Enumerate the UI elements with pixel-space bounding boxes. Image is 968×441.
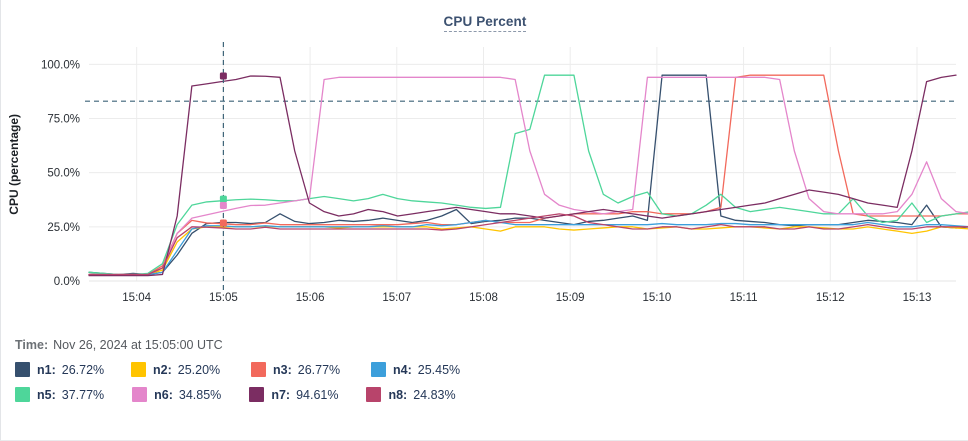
legend-series-name-n7: n7: bbox=[271, 387, 291, 402]
legend-series-name-n2: n2: bbox=[153, 362, 172, 377]
legend-series-name-n1: n1: bbox=[37, 362, 56, 377]
legend-series-name-n4: n4: bbox=[393, 362, 412, 377]
tooltip-readout: Time: Nov 26, 2024 at 15:05:00 UTC n1: 26.… bbox=[15, 338, 963, 411]
x-tick-label: 15:08 bbox=[469, 292, 498, 304]
legend-swatch-n1 bbox=[15, 362, 30, 377]
legend-item-n3[interactable]: n3: 26.77% bbox=[251, 361, 351, 378]
legend-swatch-n2 bbox=[131, 362, 146, 377]
time-label: Time: bbox=[15, 338, 49, 352]
legend-series-value-n2: 25.20% bbox=[177, 362, 221, 377]
legend-swatch-n8 bbox=[366, 387, 382, 402]
x-tick-label: 15:13 bbox=[903, 292, 932, 304]
x-tick-label: 15:05 bbox=[209, 292, 238, 304]
series-line-n6[interactable] bbox=[88, 76, 968, 276]
legend-swatch-n4 bbox=[371, 362, 386, 377]
legend-item-n5[interactable]: n5: 37.77% bbox=[15, 386, 104, 403]
legend-item-n1[interactable]: n1: 26.72% bbox=[15, 361, 111, 378]
legend-item-n6[interactable]: n6: 34.85% bbox=[132, 386, 221, 403]
legend-series-value-n6: 34.85% bbox=[178, 387, 222, 402]
cursor-marker-n3 bbox=[219, 219, 227, 227]
y-tick-label: 25.0% bbox=[47, 222, 80, 234]
y-tick-label: 100.0% bbox=[41, 59, 80, 71]
legend-series-name-n5: n5: bbox=[37, 387, 56, 402]
legend-swatch-n6 bbox=[132, 387, 148, 402]
legend-series-name-n6: n6: bbox=[154, 387, 173, 402]
x-tick-label: 15:10 bbox=[642, 292, 671, 304]
legend-series-value-n8: 24.83% bbox=[413, 387, 456, 402]
line-chart-svg[interactable]: 0.0% 25.0% 50.0% 75.0% 100.0% 15:04 15:05 15:06… bbox=[1, 34, 968, 314]
x-tick-label: 15:09 bbox=[556, 292, 585, 304]
legend-item-n7[interactable]: n7: 94.61% bbox=[249, 386, 338, 403]
chart-title-text: CPU Percent bbox=[443, 14, 527, 32]
time-value: Nov 26, 2024 at 15:05:00 UTC bbox=[53, 338, 223, 352]
legend-series-name-n3: n3: bbox=[273, 362, 292, 377]
x-tick-label: 15:11 bbox=[730, 292, 758, 304]
legend-row: n5: 37.77% n6: 34.85% n7: 94.61% n8: 24.83% bbox=[15, 386, 963, 403]
legend-item-n8[interactable]: n8: 24.83% bbox=[366, 386, 456, 403]
page-title: CPU Percent bbox=[1, 14, 968, 32]
chart-plot-area[interactable]: CPU (percentage) 0.0% 25.0% 50.0% 75.0% 100.… bbox=[1, 34, 968, 314]
readout-time-row: Time: Nov 26, 2024 at 15:05:00 UTC bbox=[15, 338, 963, 352]
legend-swatch-n3 bbox=[251, 362, 266, 377]
legend-series-list: n1: 26.72% n2: 25.20% n3: 26.77% n4: 25.45% n5: 3… bbox=[15, 361, 963, 403]
legend-series-value-n3: 26.77% bbox=[297, 362, 341, 377]
y-tick-label: 50.0% bbox=[47, 168, 80, 180]
legend-row: n1: 26.72% n2: 25.20% n3: 26.77% n4: 25.45% bbox=[15, 361, 963, 378]
x-tick-label: 15:07 bbox=[382, 292, 411, 304]
legend-item-n4[interactable]: n4: 25.45% bbox=[371, 361, 471, 378]
series-line-n8[interactable] bbox=[88, 213, 968, 276]
legend-swatch-n5 bbox=[15, 387, 30, 402]
series-line-n5[interactable] bbox=[88, 74, 968, 276]
y-tick-label: 75.0% bbox=[47, 114, 80, 126]
series-line-n7[interactable] bbox=[88, 74, 957, 277]
series-line-n2[interactable] bbox=[88, 225, 968, 276]
cursor-marker-n5 bbox=[219, 195, 227, 203]
x-tick-label: 15:12 bbox=[816, 292, 845, 304]
legend-series-value-n4: 25.45% bbox=[417, 362, 461, 377]
x-tick-label: 15:06 bbox=[296, 292, 325, 304]
legend-series-name-n8: n8: bbox=[388, 387, 408, 402]
cursor-marker-n6 bbox=[219, 201, 227, 209]
legend-item-n2[interactable]: n2: 25.20% bbox=[131, 361, 231, 378]
y-axis-label: CPU (percentage) bbox=[7, 114, 21, 215]
legend-swatch-n7 bbox=[249, 387, 265, 402]
x-tick-label: 15:04 bbox=[122, 292, 151, 304]
legend-series-value-n1: 26.72% bbox=[61, 362, 105, 377]
legend-series-value-n7: 94.61% bbox=[296, 387, 339, 402]
legend-series-value-n5: 37.77% bbox=[61, 387, 105, 402]
cursor-marker-n7 bbox=[219, 72, 227, 80]
y-tick-label: 0.0% bbox=[54, 276, 80, 288]
series-line-n3[interactable] bbox=[88, 74, 968, 276]
series-line-n4[interactable] bbox=[88, 219, 968, 276]
series-line-n1[interactable] bbox=[88, 74, 968, 276]
